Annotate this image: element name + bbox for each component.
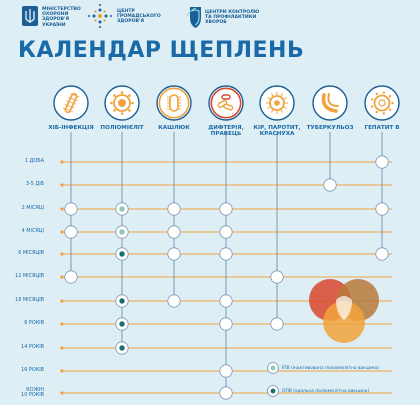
dose-marker (323, 178, 337, 192)
public-health-center-icon (88, 4, 112, 28)
cdc-line: ТА ПРОФІЛАКТИКИ (205, 15, 257, 21)
tri-circle-emblem-icon (309, 279, 379, 343)
age-label: 6 РОКІВ (24, 320, 44, 327)
ipv-dot (119, 206, 125, 212)
age-row-dot (60, 183, 64, 187)
ministry-line: ОХОРОНИ (42, 12, 69, 18)
age-row-dot (60, 369, 64, 373)
dose-marker (219, 294, 233, 308)
age-label: 18 МІСЯЦІВ (15, 297, 44, 304)
cdc-line: ЦЕНТРИ КОНТРОЛЮ (205, 10, 260, 15)
dose-marker (219, 225, 233, 239)
dose-marker (375, 202, 389, 216)
dose-marker (167, 247, 181, 261)
legend-opv-dot (270, 388, 276, 394)
dose-marker (64, 225, 78, 239)
header: МІНІСТЕРСТВО ОХОРОНИ ЗДОРОВ'Я УКРАЇНИ ЦЕ… (0, 0, 420, 36)
dose-marker (167, 225, 181, 239)
dose-marker (270, 270, 284, 284)
disease-label: ТУБЕРКУЛЬОЗ (306, 125, 354, 131)
opv-dot (119, 298, 125, 304)
dose-marker (219, 364, 233, 378)
ministry-emblem-icon (22, 6, 38, 26)
opv-dot (119, 345, 125, 351)
disease-label: ДИФТЕРІЯ, ПРАВЕЦЬ (208, 125, 244, 138)
cdc-line: ХВОРОБ (205, 20, 227, 26)
ministry-name: МІНІСТЕРСТВО ОХОРОНИ ЗДОРОВ'Я УКРАЇНИ (42, 7, 81, 28)
dose-marker (270, 317, 284, 331)
dose-marker (167, 202, 181, 216)
age-label: 6 МІСЯЦІВ (18, 250, 44, 257)
age-label: 1 ДОБА (24, 158, 44, 165)
cdc-shield-icon (186, 7, 201, 28)
tuberculosis-icon (312, 85, 348, 121)
dose-marker (219, 317, 233, 331)
age-label: КОЖНІ 10 РОКІВ (21, 386, 44, 398)
dose-marker (219, 247, 233, 261)
dose-marker (375, 247, 389, 261)
measles-virus-icon (259, 85, 295, 121)
age-row-dot (60, 322, 64, 326)
age-label: 4 МІСЯЦІ (21, 228, 44, 235)
pertussis-bacteria-icon (156, 85, 192, 121)
dose-marker (219, 202, 233, 216)
polio-virus-icon (104, 85, 140, 121)
age-row-dot (60, 299, 64, 303)
disease-label: КАШЛЮК (158, 125, 190, 131)
ministry-line: ЗДОРОВ'Я (42, 17, 69, 23)
disease-label: ПОЛІОМІЄЛІТ (100, 125, 144, 131)
opv-dot (119, 251, 125, 257)
age-row-dot (60, 252, 64, 256)
age-label: 12 МІСЯЦІВ (15, 273, 44, 280)
age-label: 14 РОКІВ (21, 344, 44, 351)
center-line: ЗДОРОВ'Я (117, 19, 144, 25)
disease-label: ГЕПАТИТ В (364, 125, 400, 131)
age-label: 3-5 ДІБ (25, 181, 44, 188)
ipv-dot (119, 229, 125, 235)
legend-ipv-dot (270, 365, 276, 371)
public-health-center-name: ЦЕНТР ГРОМАДСЬКОГО ЗДОРОВ'Я (117, 9, 161, 25)
age-row-dot (60, 230, 64, 234)
legend-opv-text: ОПВ (оральна поліомієлітна вакцина) (282, 389, 370, 394)
age-row-dot (60, 160, 64, 164)
legend-ipv-text: ІПВ (інактивована поліомієлітна вакцина) (282, 366, 379, 371)
age-label: 16 РОКІВ (21, 367, 44, 374)
opv-dot (119, 321, 125, 327)
age-row-dot (60, 207, 64, 211)
hib-bacteria-icon (53, 85, 89, 121)
age-row-dot (60, 275, 64, 279)
center-line: ГРОМАДСЬКОГО (117, 14, 161, 20)
hepatitis-b-virus-icon (364, 85, 400, 121)
ministry-line: УКРАЇНИ (42, 22, 66, 28)
age-row-dot (60, 391, 64, 395)
age-row-dot (60, 346, 64, 350)
disease-label: ХІБ-ІНФЕКЦІЯ (48, 125, 94, 131)
diphtheria-tetanus-icon (208, 85, 244, 121)
dose-marker (167, 294, 181, 308)
cdc-name: ЦЕНТРИ КОНТРОЛЮ ТА ПРОФІЛАКТИКИ ХВОРОБ (205, 10, 259, 26)
center-line: ЦЕНТР (117, 9, 135, 14)
disease-label: КІР, ПАРОТИТ, КРАСНУХА (253, 125, 301, 138)
dose-marker (64, 270, 78, 284)
page-title: КАЛЕНДАР ЩЕПЛЕНЬ (18, 38, 305, 63)
header-logos-svg (22, 4, 201, 28)
ministry-line: МІНІСТЕРСТВО (42, 7, 81, 12)
dose-marker (64, 202, 78, 216)
dose-marker (375, 155, 389, 169)
age-label: 2 МІСЯЦІ (21, 205, 44, 212)
dose-marker (219, 386, 233, 400)
